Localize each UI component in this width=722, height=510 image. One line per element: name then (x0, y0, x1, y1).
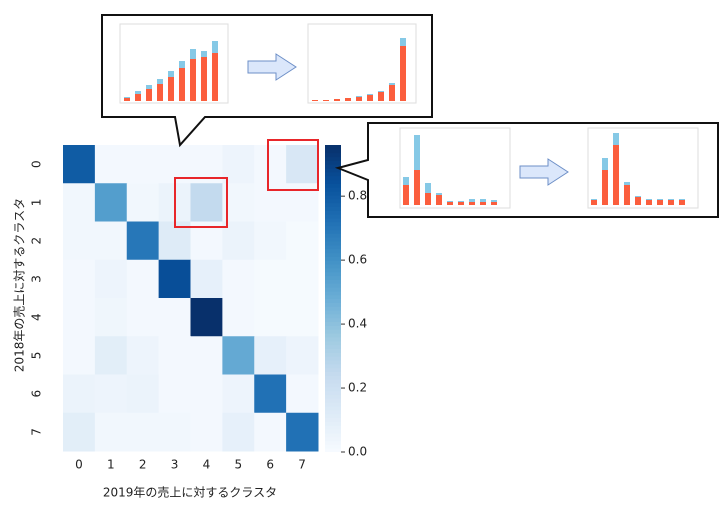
heatmap-cell (63, 259, 96, 299)
y-tick-label: 2 (30, 237, 44, 245)
arrow (247, 53, 297, 81)
heatmap-cell (286, 145, 319, 184)
x-tick-label: 5 (234, 458, 242, 472)
inset-panel (587, 127, 699, 209)
heatmap-cell (126, 336, 160, 375)
heatmap-cell (190, 259, 223, 299)
y-axis-label: 2018年の売上に対するクラスタ (12, 198, 27, 372)
heatmap (63, 145, 319, 452)
heatmap-cell (94, 298, 128, 337)
heatmap-cell (190, 412, 223, 452)
heatmap-cell (158, 298, 191, 337)
heatmap-cell (286, 221, 319, 261)
heatmap-cell (286, 336, 319, 375)
heatmap-cell (222, 336, 255, 375)
colorbar (325, 145, 341, 452)
colorbar-tick-label: 0.6 (348, 253, 367, 267)
heatmap-cell (158, 412, 191, 452)
heatmap-cell (222, 298, 255, 337)
heatmap-cell (94, 259, 128, 299)
heatmap-cell (126, 183, 160, 222)
heatmap-cell (158, 374, 191, 414)
heatmap-cell (126, 145, 160, 184)
heatmap-cell (158, 336, 191, 375)
x-axis-label: 2019年の売上に対するクラスタ (103, 485, 277, 500)
heatmap-cell (94, 374, 128, 414)
inset-bars (124, 38, 406, 101)
x-tick-label: 0 (75, 458, 83, 472)
y-tick-label: 7 (30, 428, 44, 436)
colorbar-tick-label: 0.4 (348, 317, 367, 331)
heatmap-cell (254, 298, 287, 337)
heatmap-cell (286, 298, 319, 337)
heatmap-cell (190, 336, 223, 375)
highlight-box (267, 139, 319, 191)
heatmap-cell (126, 259, 160, 299)
heatmap-cell (63, 145, 96, 184)
callout (101, 14, 433, 148)
heatmap-cell (190, 298, 223, 337)
colorbar-tick-label: 0.0 (348, 445, 367, 459)
y-tick-label: 6 (30, 390, 44, 398)
heatmap-cell (190, 183, 223, 222)
heatmap-cell (286, 412, 319, 452)
heatmap-cell (63, 298, 96, 337)
x-tick-label: 2 (139, 458, 147, 472)
heatmap-cell (254, 221, 287, 261)
arrow (519, 158, 569, 186)
x-tick-label: 4 (203, 458, 211, 472)
heatmap-cell (126, 412, 160, 452)
heatmap-cell (254, 374, 287, 414)
x-tick-label: 3 (171, 458, 179, 472)
heatmap-cell (190, 374, 223, 414)
heatmap-cell (94, 221, 128, 261)
heatmap-cell (63, 183, 96, 222)
heatmap-cell (63, 412, 96, 452)
y-tick-label: 3 (30, 275, 44, 283)
heatmap-cell (126, 298, 160, 337)
y-tick-label: 1 (30, 199, 44, 207)
heatmap-cell (94, 183, 128, 222)
colorbar-tick-label: 0.2 (348, 381, 367, 395)
heatmap-cell (254, 412, 287, 452)
heatmap-cell (286, 259, 319, 299)
heatmap-cell (222, 412, 255, 452)
x-tick-label: 7 (298, 458, 306, 472)
heatmap-cell (94, 336, 128, 375)
x-tick-label: 6 (266, 458, 274, 472)
heatmap-cell (63, 221, 96, 261)
inset-bars (403, 133, 685, 205)
inset-panel (307, 23, 417, 104)
y-tick-label: 0 (30, 160, 44, 168)
heatmap-cell (254, 336, 287, 375)
inset-panel (399, 127, 511, 209)
heatmap-cell (94, 145, 128, 184)
inset-panel (119, 23, 229, 104)
heatmap-cell (158, 259, 191, 299)
x-tick-label: 1 (107, 458, 115, 472)
heatmap-cell (63, 336, 96, 375)
heatmap-cell (126, 374, 160, 414)
heatmap-cell (126, 221, 160, 261)
heatmap-cell (222, 259, 255, 299)
colorbar-tick-label: 0.8 (348, 189, 367, 203)
heatmap-cell (286, 374, 319, 414)
y-tick-label: 5 (30, 352, 44, 360)
y-tick-label: 4 (30, 313, 44, 321)
heatmap-cell (63, 374, 96, 414)
heatmap-cell (94, 412, 128, 452)
heatmap-cell (254, 259, 287, 299)
heatmap-cell (254, 145, 287, 184)
heatmap-cell (222, 374, 255, 414)
highlight-box (174, 177, 228, 228)
